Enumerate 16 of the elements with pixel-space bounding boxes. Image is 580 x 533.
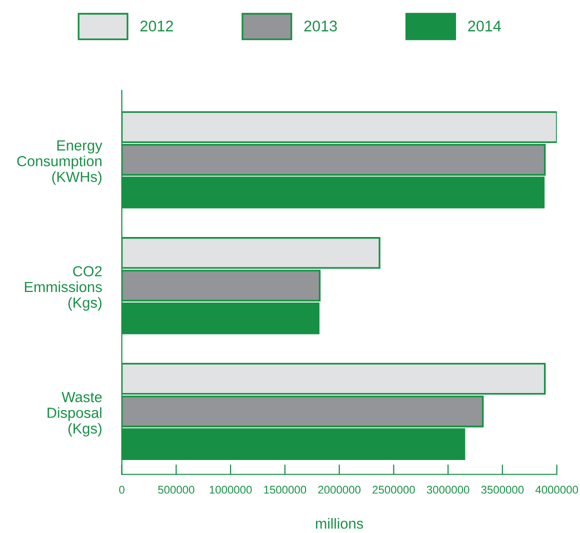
x-tick-label: 0 xyxy=(119,486,124,494)
x-tick-label: 4000000 xyxy=(535,486,578,494)
x-axis-title: millions xyxy=(316,518,364,529)
x-tick-label: 500000 xyxy=(158,486,194,494)
legend-label: 2014 xyxy=(468,20,501,32)
x-tick-label: 1500000 xyxy=(264,486,306,494)
y-tick-label: Energy Consumption (KWHs) xyxy=(17,140,102,185)
y-tick-label: CO2 Emmissions (Kgs) xyxy=(24,266,102,311)
x-tick-label: 3000000 xyxy=(426,486,470,494)
legend-label: 2012 xyxy=(140,20,173,32)
x-tick-label: 2500000 xyxy=(372,486,415,494)
y-tick-label: Waste Disposal (Kgs) xyxy=(48,392,102,437)
legend-label: 2013 xyxy=(304,20,337,32)
x-tick-label: 1000000 xyxy=(210,486,252,494)
x-tick-label: 3500000 xyxy=(481,486,524,494)
x-tick-label: 2000000 xyxy=(318,486,360,494)
